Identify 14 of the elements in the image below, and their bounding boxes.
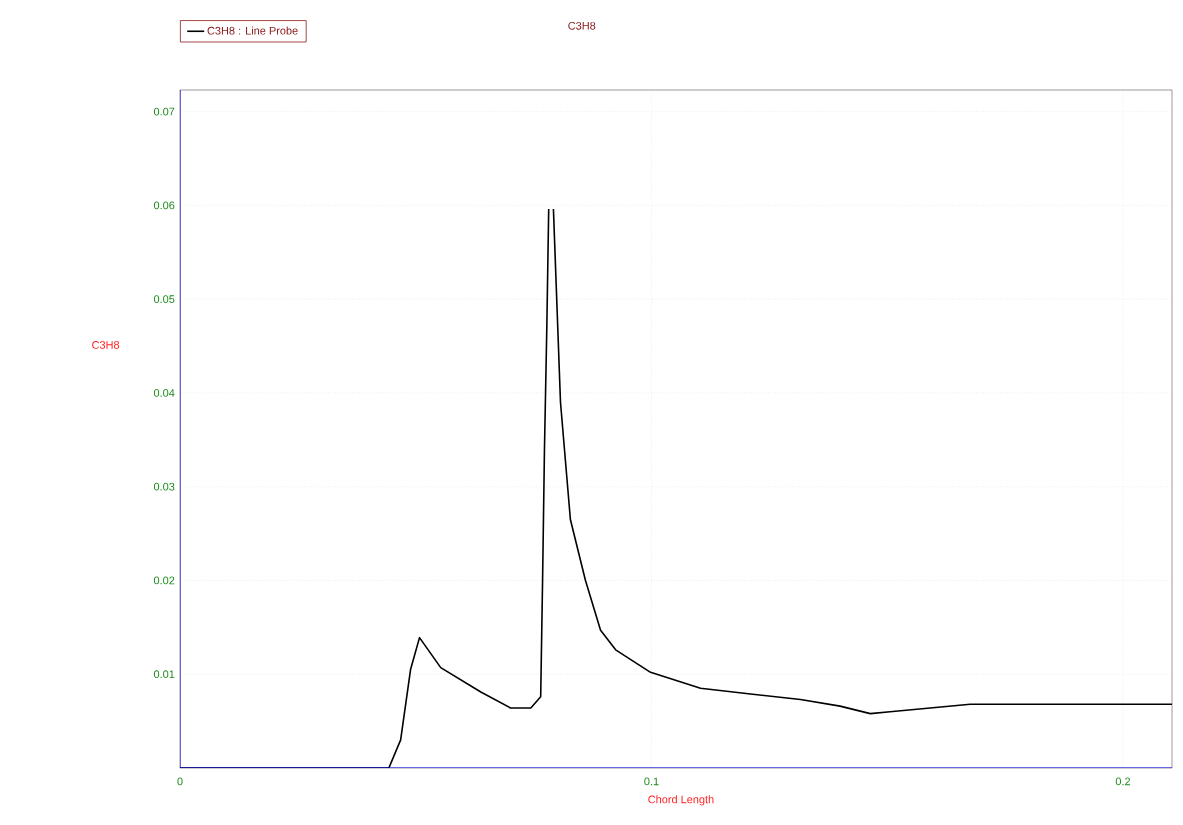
y-tick-label: 0.05 bbox=[153, 295, 175, 303]
x-tick-label: 0.2 bbox=[1115, 777, 1131, 786]
y-axis-title: C3H8 bbox=[92, 341, 120, 349]
y-tick-label: 0.02 bbox=[153, 576, 175, 585]
y-tick-label: 0.03 bbox=[153, 482, 175, 491]
y-tick-label: 0.07 bbox=[153, 107, 175, 116]
chart-title: C3H8 bbox=[568, 21, 596, 30]
y-tick-label: 0.06 bbox=[153, 201, 175, 210]
x-axis-title: Chord Length bbox=[648, 795, 714, 806]
x-tick-label: 0 bbox=[177, 777, 183, 786]
y-tick-label: 0.04 bbox=[153, 389, 175, 397]
x-tick-label: 0.1 bbox=[644, 777, 659, 786]
legend-label: C3H8 : Line Probe bbox=[207, 26, 298, 35]
y-tick-label: 0.01 bbox=[153, 670, 175, 679]
